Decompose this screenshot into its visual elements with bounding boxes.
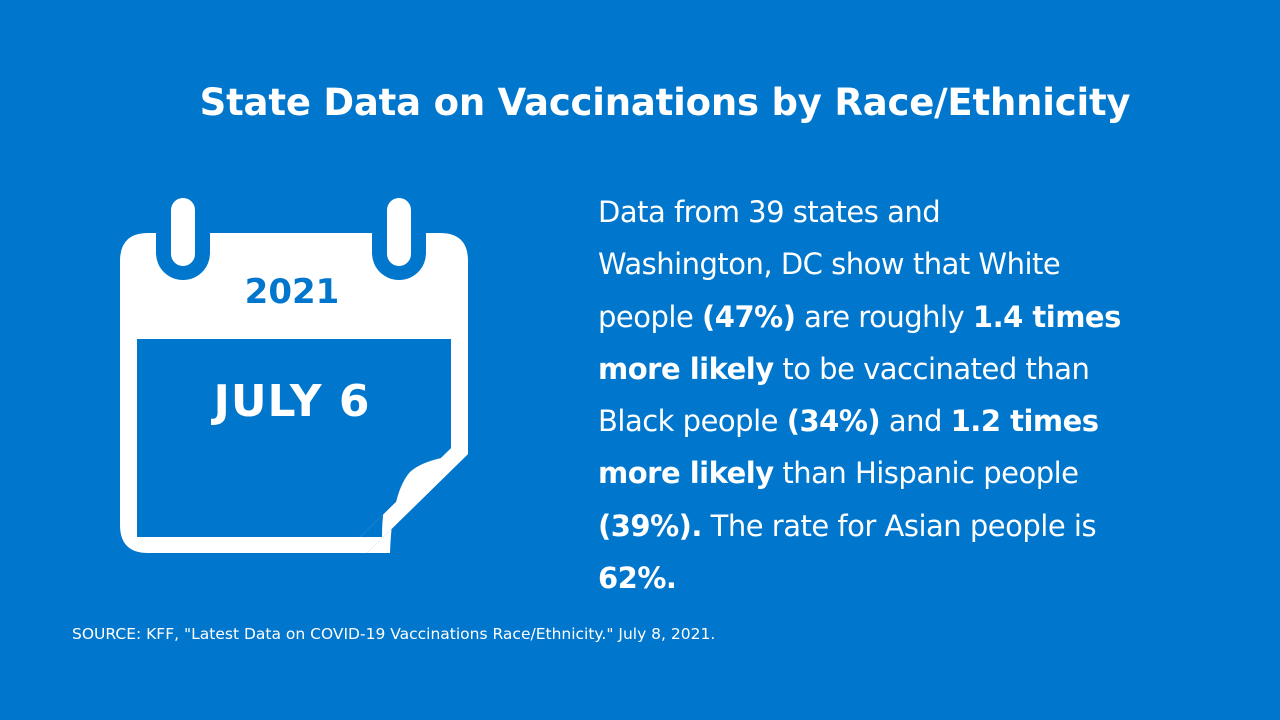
- body-segment: to be vaccinated than: [773, 351, 1090, 386]
- body-highlight: (39%).: [598, 508, 702, 543]
- body-highlight: more likely: [598, 456, 774, 491]
- source-citation: SOURCE: KFF, "Latest Data on COVID-19 Va…: [72, 625, 716, 643]
- calendar-date: JULY 6: [213, 376, 371, 427]
- body-segment: than Hispanic people: [773, 456, 1079, 491]
- body-line: Washington, DC show that White: [598, 238, 1208, 290]
- body-text: Data from 39 states and Washington, DC sh…: [598, 186, 1208, 604]
- body-segment: Data from 39 states and: [598, 195, 941, 229]
- calendar-year: 2021: [244, 272, 340, 312]
- body-highlight: more likely: [598, 351, 774, 386]
- body-highlight: 1.2 times: [950, 404, 1099, 439]
- body-highlight: 1.4 times: [972, 299, 1121, 334]
- body-segment: and: [880, 404, 951, 439]
- body-highlight: (47%): [702, 299, 796, 334]
- body-highlight: 62%.: [598, 561, 677, 596]
- body-line: Data from 39 states and: [598, 186, 1208, 238]
- body-segment: The rate for Asian people is: [701, 508, 1097, 543]
- body-line: (39%). The rate for Asian people is: [598, 500, 1208, 552]
- body-line: more likely than Hispanic people: [598, 447, 1208, 499]
- body-highlight: (34%): [786, 404, 881, 439]
- body-line: 62%.: [598, 552, 1208, 604]
- body-line: more likely to be vaccinated than: [598, 343, 1208, 395]
- page-title: State Data on Vaccinations by Race/Ethni…: [199, 81, 1131, 124]
- body-segment: Washington, DC show that White: [598, 247, 1061, 282]
- body-line: Black people (34%) and 1.2 times: [598, 395, 1208, 447]
- calendar-icon: 2021 JULY 6: [120, 196, 470, 556]
- body-segment: are roughly: [795, 299, 973, 334]
- body-segment: people: [598, 299, 703, 334]
- body-segment: Black people: [598, 404, 787, 439]
- body-line: people (47%) are roughly 1.4 times: [598, 291, 1208, 343]
